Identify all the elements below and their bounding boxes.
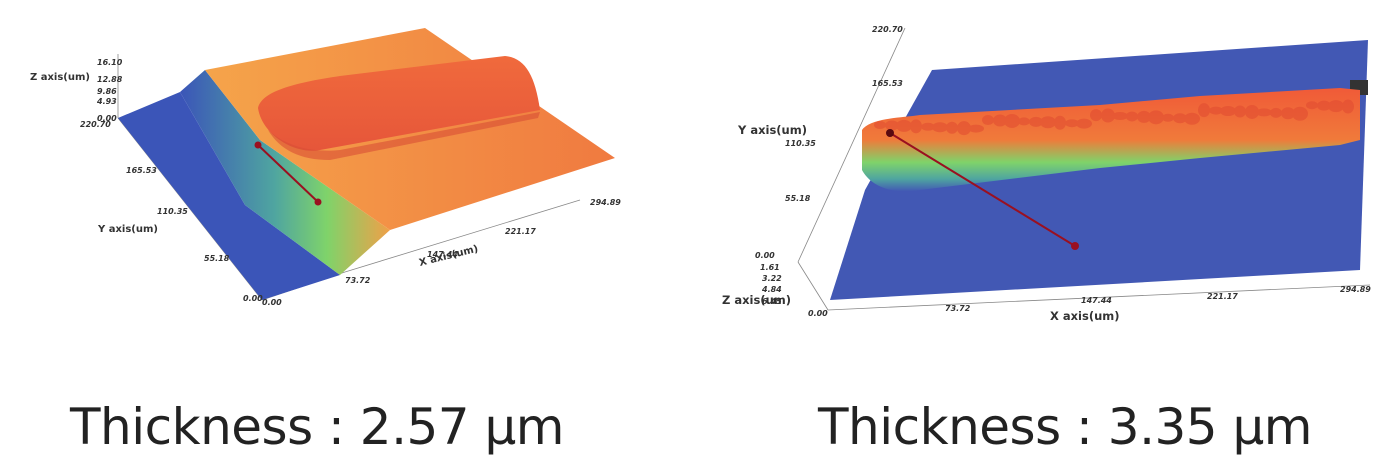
surface-plot-left: 0.00 4.93 9.86 12.88 16.10 55.18 110.35 165.53…: [0, 0, 640, 350]
ridge-texture-blob: [1076, 118, 1092, 129]
ridge-texture-blob: [1306, 101, 1318, 110]
thickness-caption-left: Thickness : 2.57 μm: [70, 398, 565, 456]
x-axis-label-right: X axis(um): [1050, 309, 1120, 323]
ridge-texture-blob: [921, 122, 935, 131]
measurement-line-right: [886, 129, 1079, 250]
y-tick-right-2: 165.53: [872, 79, 903, 88]
x-tick-left-4: 294.89: [590, 198, 621, 207]
x-ticks-right: 0.00 73.72 147.44 221.17 294.89: [808, 285, 1371, 318]
surface-ridge-texture-right: [874, 99, 1354, 136]
ridge-texture-blob: [1112, 112, 1128, 120]
z-tick-right-2: 3.22: [762, 274, 782, 283]
ridge-texture-blob: [1184, 112, 1200, 125]
ridge-texture-blob: [1148, 110, 1164, 125]
z-tick-right-3: 4.84: [761, 285, 782, 294]
y-tick-left-1: 110.35: [157, 207, 188, 216]
ridge-texture-blob: [1270, 107, 1282, 118]
ridge-texture-blob: [874, 121, 886, 129]
x-tick-right-3: 221.17: [1207, 292, 1238, 301]
y-tick-left-2: 165.53: [126, 166, 157, 175]
y-tick-left-3: 220.70: [80, 120, 111, 129]
z-axis-label-right: Z axis(um): [722, 293, 791, 307]
surface-ridge-left: [258, 56, 540, 151]
ridge-texture-blob: [932, 122, 948, 133]
z-tick-right-0: 0.00: [755, 251, 775, 260]
ridge-texture-blob: [1328, 100, 1344, 113]
ridge-texture-blob: [1004, 113, 1020, 128]
y-axis-label-right: Y axis(um): [737, 123, 807, 137]
x-tick-right-1: 73.72: [945, 304, 971, 313]
z-tick-left-2: 9.86: [97, 87, 117, 96]
ridge-texture-blob: [885, 120, 899, 131]
x-tick-left-1: 73.72: [345, 276, 371, 285]
ridge-texture-blob: [896, 119, 912, 132]
x-tick-right-0: 0.00: [808, 309, 828, 318]
ridge-texture-blob: [1137, 110, 1151, 123]
surface-low-region-left: [118, 92, 340, 300]
measurement-line-left: [254, 141, 322, 206]
x-ticks-left: 0.00 73.72 147.44 221.17 294.89: [262, 198, 621, 307]
ridge-texture-blob: [1065, 119, 1079, 128]
ridge-texture-blob: [1234, 105, 1246, 118]
ridge-texture-blob: [1040, 116, 1056, 129]
ridge-texture-blob: [1029, 116, 1043, 127]
ridge-texture-blob: [1256, 108, 1272, 117]
z-tick-left-4: 16.10: [97, 58, 123, 67]
z-tick-left-3: 12.88: [97, 75, 123, 84]
ridge-texture-blob: [946, 121, 958, 134]
surface-plot-right-canvas: 0.00 1.61 3.22 4.84 6.45 55.18 110.35 165.53 22…: [722, 25, 1371, 323]
ridge-texture-blob: [910, 119, 922, 134]
ridge-texture-blob: [1173, 113, 1187, 124]
z-axis-label-left: Z axis(um): [30, 72, 90, 83]
x-tick-left-3: 221.17: [505, 227, 536, 236]
z-tick-right-4: 6.45: [762, 297, 782, 306]
y-tick-right-1: 110.35: [785, 139, 816, 148]
y-tick-left-origin-0: 0.00: [243, 294, 263, 303]
x-tick-left-0: 0.00: [262, 298, 282, 307]
ridge-texture-blob: [1101, 108, 1115, 123]
y-axis-label-left: Y axis(um): [97, 224, 158, 235]
surface-slope-left: [180, 70, 390, 275]
ridge-texture-blob: [1245, 104, 1259, 119]
z-tick-left-0: 0.00: [97, 114, 117, 123]
ridge-texture-blob: [993, 114, 1007, 127]
ridge-texture-blob: [1292, 106, 1308, 121]
axes-frame-right: [797, 27, 1371, 311]
x-tick-right-4: 294.89: [1340, 285, 1371, 294]
surface-plot-right: 0.00 1.61 3.22 4.84 6.45 55.18 110.35 165.53 22…: [700, 0, 1388, 350]
ridge-texture-blob: [1317, 100, 1331, 111]
z-ticks-left: 0.00 4.939.86 12.88 16.10: [96, 58, 123, 123]
y-ticks-left: 55.18 110.35 165.53 220.70 0.00: [80, 120, 263, 303]
z-tick-left-1: 4.93: [96, 97, 117, 106]
y-tick-right-3: 220.70: [872, 25, 903, 34]
z-tick-right-1: 1.61: [760, 263, 780, 272]
ridge-texture-blob: [1126, 111, 1138, 122]
thickness-caption-right: Thickness : 3.35 μm: [818, 398, 1313, 456]
surface-plot-left-canvas: 0.00 4.939.86 12.88 16.10 55.18 110.35 165.53…: [30, 28, 621, 307]
ridge-texture-blob: [1090, 109, 1102, 122]
ridge-texture-blob: [1209, 106, 1223, 115]
ridge-texture-blob: [1054, 115, 1066, 130]
ridge-texture-blob: [1342, 99, 1354, 114]
y-tick-right-0: 55.18: [785, 194, 811, 203]
ridge-texture-blob: [1162, 113, 1174, 122]
ridge-texture-blob: [957, 121, 971, 136]
ridge-texture-blob: [1198, 103, 1210, 118]
ridge-texture-blob: [1220, 106, 1236, 117]
y-tick-left-0: 55.18: [204, 254, 230, 263]
y-ticks-right: 55.18 110.35 165.53 220.70: [785, 25, 903, 203]
z-ticks-right: 0.00 1.61 3.22 4.84 6.45: [755, 251, 782, 306]
x-axis-label-left: X axis(um): [418, 244, 479, 269]
ridge-texture-blob: [1018, 117, 1030, 126]
x-tick-right-2: 147.44: [1081, 296, 1112, 305]
ridge-texture-blob: [1281, 107, 1295, 120]
ridge-texture-blob: [968, 124, 984, 133]
ridge-texture-blob: [982, 115, 994, 126]
x-tick-left-2: 147.44: [427, 250, 458, 259]
